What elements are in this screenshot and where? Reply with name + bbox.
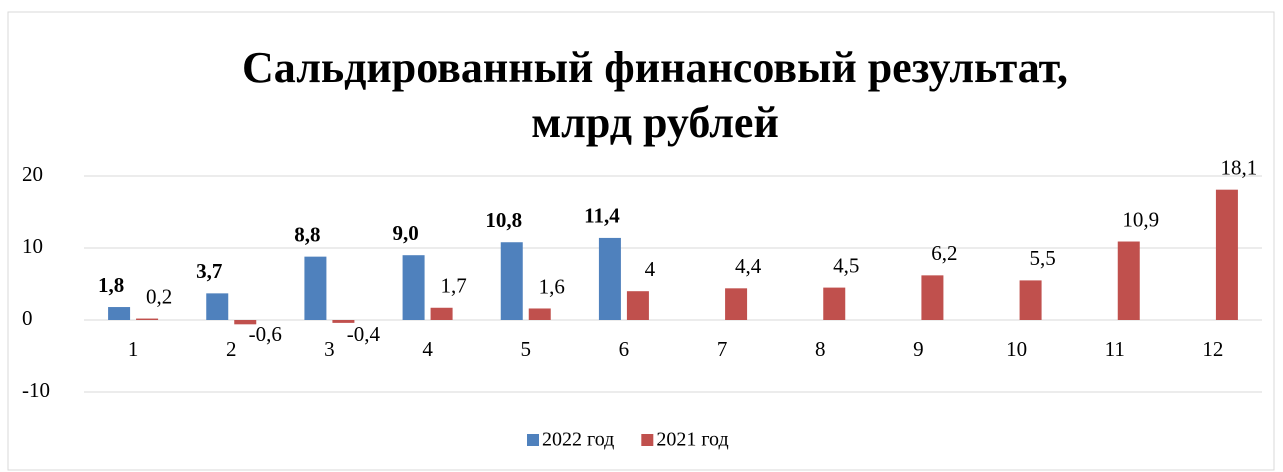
data-label: 1,8 xyxy=(98,273,124,297)
y-tick-label: 0 xyxy=(22,306,33,330)
x-tick-label: 11 xyxy=(1105,337,1125,361)
bar xyxy=(1117,241,1140,320)
data-label: 1,7 xyxy=(440,274,466,298)
y-tick-label: 10 xyxy=(22,234,43,258)
x-tick-label: 3 xyxy=(324,337,335,361)
bar xyxy=(500,242,523,320)
data-label: 18,1 xyxy=(1221,155,1258,179)
y-tick-label: -10 xyxy=(22,378,50,402)
data-label: 6,2 xyxy=(931,241,957,265)
bar xyxy=(1215,189,1238,320)
data-label: 8,8 xyxy=(294,222,320,246)
data-label: 10,9 xyxy=(1122,207,1159,231)
x-tick-label: 4 xyxy=(422,337,433,361)
data-label: 4 xyxy=(645,257,656,281)
legend-label: 2022 год xyxy=(542,429,614,451)
legend-label: 2021 год xyxy=(656,429,728,451)
x-tick-label: 10 xyxy=(1006,337,1027,361)
x-tick-label: 5 xyxy=(521,337,532,361)
chart-title: млрд рублей xyxy=(531,98,779,147)
data-label: 11,4 xyxy=(584,204,620,228)
bar xyxy=(725,288,748,320)
data-label: 5,5 xyxy=(1029,246,1055,270)
data-label: 9,0 xyxy=(392,221,418,245)
x-tick-label: 8 xyxy=(815,337,826,361)
bar xyxy=(430,307,453,320)
bar xyxy=(823,287,846,320)
bar xyxy=(136,318,159,320)
data-label: 0,2 xyxy=(146,284,172,308)
data-label: 4,5 xyxy=(833,253,859,277)
data-label: 1,6 xyxy=(539,274,565,298)
data-label: 4,4 xyxy=(735,254,762,278)
chart-title: Сальдированный финансовый результат, xyxy=(242,43,1068,92)
bar xyxy=(528,308,551,320)
data-label: 3,7 xyxy=(196,259,222,283)
x-tick-label: 12 xyxy=(1202,337,1223,361)
x-tick-label: 7 xyxy=(717,337,728,361)
bar xyxy=(234,320,257,325)
bar xyxy=(206,293,229,320)
data-label: -0,6 xyxy=(249,322,282,346)
bar xyxy=(304,256,327,320)
bar xyxy=(402,255,425,320)
x-tick-label: 2 xyxy=(226,337,237,361)
x-tick-label: 1 xyxy=(128,337,139,361)
chart-border xyxy=(7,11,1275,471)
legend-swatch xyxy=(527,434,539,446)
data-label: -0,4 xyxy=(347,322,381,346)
bar xyxy=(332,320,355,323)
bar xyxy=(626,291,649,320)
bar xyxy=(1019,280,1042,320)
legend-swatch xyxy=(641,434,654,446)
x-tick-label: 9 xyxy=(913,337,924,361)
bar xyxy=(108,307,131,320)
x-tick-label: 6 xyxy=(619,337,630,361)
data-label: 10,8 xyxy=(485,208,522,232)
y-tick-label: 20 xyxy=(22,162,43,186)
bar xyxy=(598,237,621,320)
bar xyxy=(921,275,944,320)
